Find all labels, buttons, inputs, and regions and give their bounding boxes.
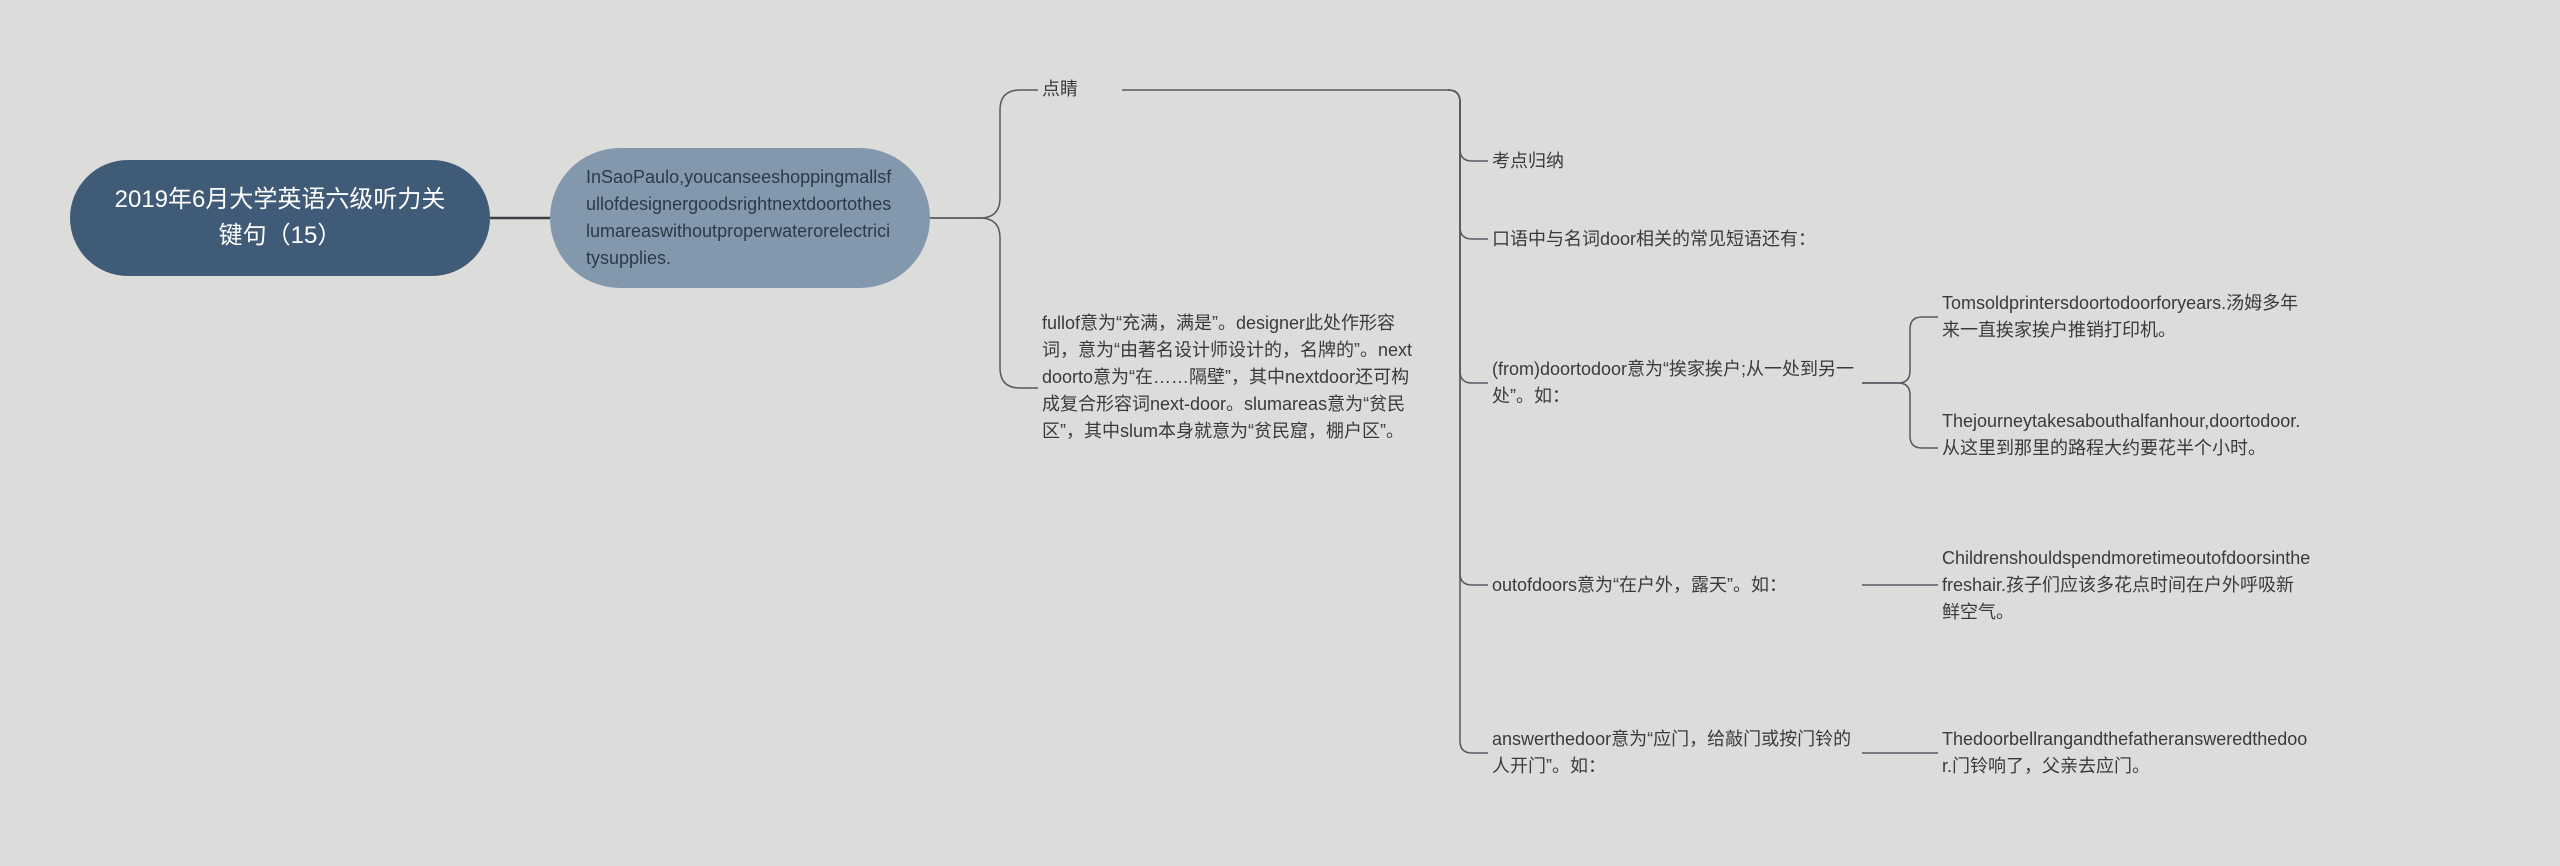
lvl4-journey[interactable]: Thejourneytakesabouthalfanhour,doortodoo… xyxy=(1942,408,2312,462)
lvl2-dianjing[interactable]: 点睛 xyxy=(1042,76,1122,103)
mindmap-canvas: 2019年6月大学英语六级听力关键句（15） InSaoPaulo,youcan… xyxy=(0,0,2560,866)
lvl3-kouyu[interactable]: 口语中与名词door相关的常见短语还有： xyxy=(1492,226,1872,253)
lvl4-doorbell[interactable]: Thedoorbellrangandthefatheransweredthedo… xyxy=(1942,726,2312,780)
lvl2-fullof[interactable]: fullof意为“充满，满是”。designer此处作形容词，意为“由著名设计师… xyxy=(1042,310,1412,445)
edge-dianjing-answerdoor xyxy=(1448,90,1488,753)
edge-fromd2d-tom xyxy=(1862,317,1938,383)
lvl1-node[interactable]: InSaoPaulo,youcanseeshoppingmallsfullofd… xyxy=(550,148,930,288)
lvl3-fromd2d[interactable]: (from)doortodoor意为“挨家挨户;从一处到另一处”。如： xyxy=(1492,356,1862,410)
edge-dianjing-kaodian xyxy=(1122,90,1488,161)
lvl3-answerdoor[interactable]: answerthedoor意为“应门，给敲门或按门铃的人开门”。如： xyxy=(1492,726,1862,780)
lvl3-kaodian[interactable]: 考点归纳 xyxy=(1492,148,1612,175)
edge-dianjing-outofdoors xyxy=(1448,90,1488,585)
edge-lvl1-fullof xyxy=(930,218,1038,388)
edge-dianjing-kouyu xyxy=(1448,90,1488,239)
edge-fromd2d-journey xyxy=(1862,383,1938,448)
edge-lvl1-dianjing xyxy=(930,90,1038,218)
lvl4-children[interactable]: Childrenshouldspendmoretimeoutofdoorsint… xyxy=(1942,545,2312,626)
root-node[interactable]: 2019年6月大学英语六级听力关键句（15） xyxy=(70,160,490,276)
lvl4-tom[interactable]: Tomsoldprintersdoortodoorforyears.汤姆多年来一… xyxy=(1942,290,2312,344)
lvl3-outofdoors[interactable]: outofdoors意为“在户外，露天”。如： xyxy=(1492,572,1862,599)
edge-dianjing-fromd2d xyxy=(1448,90,1488,383)
